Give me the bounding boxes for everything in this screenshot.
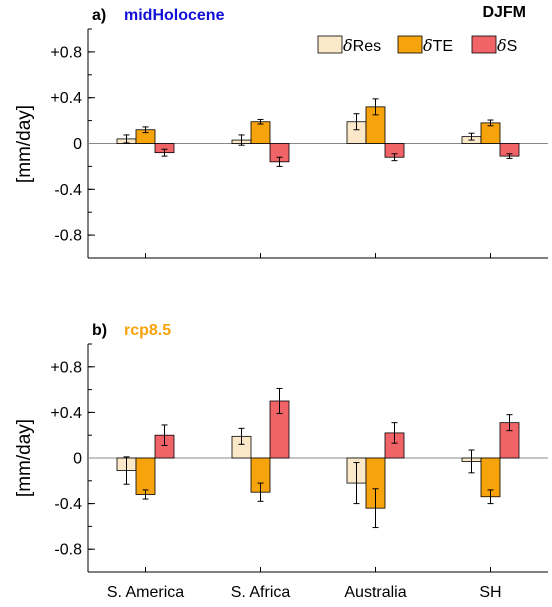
panel-a-title: midHolocene xyxy=(124,7,225,24)
y-tick-label: 0 xyxy=(73,451,82,468)
legend-swatch-te xyxy=(397,35,423,54)
panel-a: a) midHolocene DJFM δRes δTE δS [mm/day]… xyxy=(14,4,548,259)
legend-label-res: δRes xyxy=(343,36,381,55)
x-tick-label: S. Africa xyxy=(231,584,291,601)
panel-b-title: rcp8.5 xyxy=(124,322,171,339)
y-tick-label: +0.4 xyxy=(50,405,82,422)
x-tick-label: Australia xyxy=(344,584,406,601)
panel-a-letter: a) xyxy=(92,7,106,24)
legend-label-s: δS xyxy=(497,36,517,55)
y-tick-label: +0.4 xyxy=(50,90,82,107)
panel-a-ylabel: [mm/day] xyxy=(14,105,35,183)
y-tick-label: -0.8 xyxy=(54,542,82,559)
y-tick-label: 0 xyxy=(73,136,82,153)
x-tick-label: S. America xyxy=(107,584,184,601)
y-tick-label: -0.4 xyxy=(54,496,82,513)
panel-b-letter: b) xyxy=(92,322,107,339)
panel-b-plot: -0.8 -0.4 0 +0.4 +0.8 S. America S. Africa Aust… xyxy=(50,343,548,601)
legend-swatch-res xyxy=(317,35,343,54)
x-tick-label: SH xyxy=(479,584,501,601)
legend: δRes δTE δS xyxy=(317,35,517,55)
panel-b-ylabel: [mm/day] xyxy=(14,419,35,497)
y-tick-label: -0.8 xyxy=(54,228,82,245)
bar-b-te-0 xyxy=(135,457,156,495)
y-tick-label: +0.8 xyxy=(50,359,82,376)
y-tick-label: -0.4 xyxy=(54,182,82,199)
panel-b: b) rcp8.5 [mm/day] -0.8 -0.4 0 +0.4 +0.8 S. A… xyxy=(14,322,548,601)
bar-a-te-1 xyxy=(250,121,271,144)
y-tick-label: +0.8 xyxy=(50,44,82,61)
panel-a-plot: -0.8 -0.4 0 +0.4 +0.8 xyxy=(50,28,548,259)
legend-label-te: δTE xyxy=(423,36,453,55)
season-label: DJFM xyxy=(482,4,526,21)
legend-swatch-s xyxy=(471,35,497,54)
